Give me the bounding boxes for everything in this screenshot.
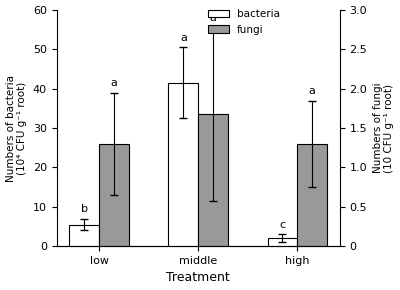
Text: a: a [309, 86, 316, 96]
Bar [99, 144, 129, 246]
Bar [70, 224, 99, 246]
Bar [198, 114, 228, 246]
Text: a: a [180, 33, 187, 43]
Y-axis label: Numbers of bacteria
(10⁴ CFU g⁻¹ root): Numbers of bacteria (10⁴ CFU g⁻¹ root) [6, 75, 27, 182]
Text: a: a [210, 13, 216, 23]
Text: a: a [110, 78, 118, 88]
Text: c: c [279, 220, 286, 230]
Text: b: b [81, 204, 88, 214]
Legend: bacteria, fungi: bacteria, fungi [204, 5, 284, 39]
Bar [297, 144, 327, 246]
Y-axis label: Numbers of fungi
(10 CFU g⁻¹ root): Numbers of fungi (10 CFU g⁻¹ root) [373, 83, 394, 173]
X-axis label: Treatment: Treatment [166, 271, 230, 284]
Bar [268, 238, 297, 246]
Bar [168, 83, 198, 246]
